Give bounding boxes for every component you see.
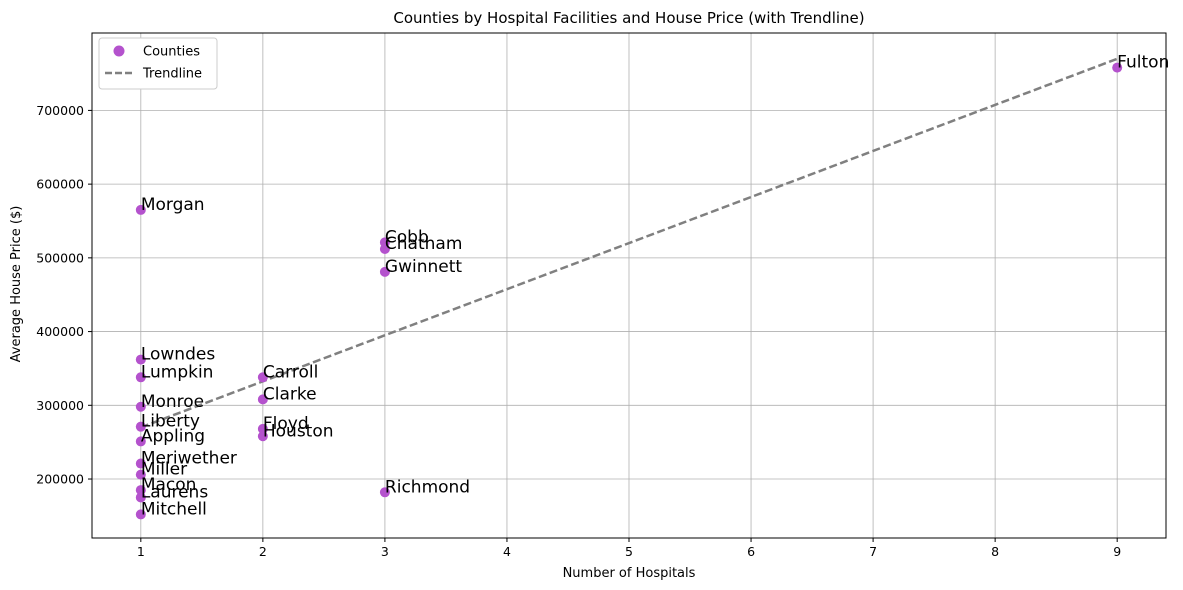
- legend-label-trendline: Trendline: [142, 67, 202, 82]
- point-label: Lumpkin: [141, 362, 214, 382]
- point-label: Appling: [141, 426, 205, 446]
- point-label: Houston: [263, 421, 334, 441]
- y-axis-ticks: 200000 300000 400000 500000 600000 700000: [36, 103, 92, 487]
- data-point: [135, 372, 146, 383]
- point-label: Richmond: [385, 477, 470, 497]
- point-label: Carroll: [263, 362, 318, 382]
- point-label: Meriwether: [141, 449, 237, 469]
- y-tick-label: 600000: [36, 177, 84, 192]
- point-label: Monroe: [141, 392, 204, 412]
- y-axis-title: Average House Price ($): [9, 206, 24, 363]
- point-label: Clarke: [263, 384, 317, 404]
- point-label: Chatham: [385, 234, 462, 254]
- x-tick-label: 8: [991, 544, 999, 559]
- data-point: [379, 266, 390, 277]
- point-label: Cobb: [385, 227, 429, 247]
- point-label: Miller: [141, 460, 187, 480]
- data-point: [135, 204, 146, 215]
- data-point: [135, 354, 146, 365]
- trendline-path: [140, 57, 1118, 429]
- x-tick-label: 9: [1113, 544, 1121, 559]
- point-label: Liberty: [141, 412, 200, 432]
- y-tick-label: 500000: [36, 250, 84, 265]
- data-point: [379, 487, 390, 498]
- data-point: [257, 394, 268, 405]
- data-point: [257, 423, 268, 434]
- trendline: [140, 57, 1118, 429]
- x-axis-ticks: 1 2 3 4 5 6 7 8 9: [137, 538, 1121, 559]
- data-point: [135, 492, 146, 503]
- point-label: Floyd: [263, 414, 309, 434]
- data-point: [135, 401, 146, 412]
- data-point: [135, 509, 146, 520]
- grid: [92, 33, 1166, 538]
- x-tick-label: 6: [747, 544, 755, 559]
- data-point: [1112, 62, 1123, 73]
- x-axis-title: Number of Hospitals: [563, 566, 696, 581]
- data-point: [257, 431, 268, 442]
- x-tick-label: 1: [137, 544, 145, 559]
- point-label: Fulton: [1117, 53, 1169, 73]
- data-point: [257, 372, 268, 383]
- y-tick-label: 200000: [36, 472, 84, 487]
- point-label: Gwinnett: [385, 257, 462, 277]
- x-tick-label: 2: [259, 544, 267, 559]
- data-point: [379, 244, 390, 255]
- x-tick-label: 3: [381, 544, 389, 559]
- legend-marker-counties: [113, 45, 125, 57]
- point-label: Morgan: [141, 195, 205, 215]
- point-label: Macon: [141, 475, 197, 495]
- x-tick-label: 4: [503, 544, 511, 559]
- y-tick-label: 700000: [36, 103, 84, 118]
- point-label: Lowndes: [141, 345, 216, 365]
- legend-box: [98, 37, 218, 90]
- y-tick-label: 300000: [36, 398, 84, 413]
- data-points: [135, 62, 1123, 520]
- y-tick-label: 400000: [36, 324, 84, 339]
- data-point: [135, 458, 146, 469]
- point-label: Laurens: [141, 482, 209, 502]
- data-point: [135, 421, 146, 432]
- x-tick-label: 7: [869, 544, 877, 559]
- data-point: [135, 436, 146, 447]
- point-label: Mitchell: [141, 499, 207, 519]
- data-point: [135, 485, 146, 496]
- x-tick-label: 5: [625, 544, 633, 559]
- data-point: [135, 469, 146, 480]
- legend: Counties Trendline: [98, 37, 218, 90]
- chart-title: Counties by Hospital Facilities and Hous…: [393, 9, 864, 27]
- legend-label-counties: Counties: [143, 45, 200, 60]
